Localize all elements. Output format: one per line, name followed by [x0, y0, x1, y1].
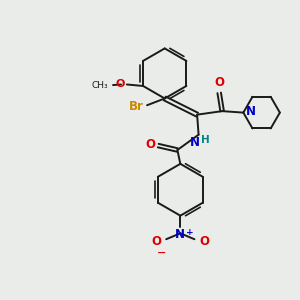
Text: O: O — [145, 138, 155, 151]
Text: N: N — [175, 228, 185, 241]
Text: O: O — [214, 76, 224, 89]
Text: H: H — [201, 135, 209, 145]
Text: +: + — [186, 228, 193, 237]
Text: O: O — [199, 235, 209, 248]
Text: N: N — [246, 105, 256, 118]
Text: N: N — [190, 136, 200, 149]
Text: O: O — [152, 235, 162, 248]
Text: −: − — [157, 248, 167, 258]
Text: O: O — [115, 79, 124, 89]
Text: Br: Br — [129, 100, 143, 113]
Text: CH₃: CH₃ — [92, 81, 109, 90]
